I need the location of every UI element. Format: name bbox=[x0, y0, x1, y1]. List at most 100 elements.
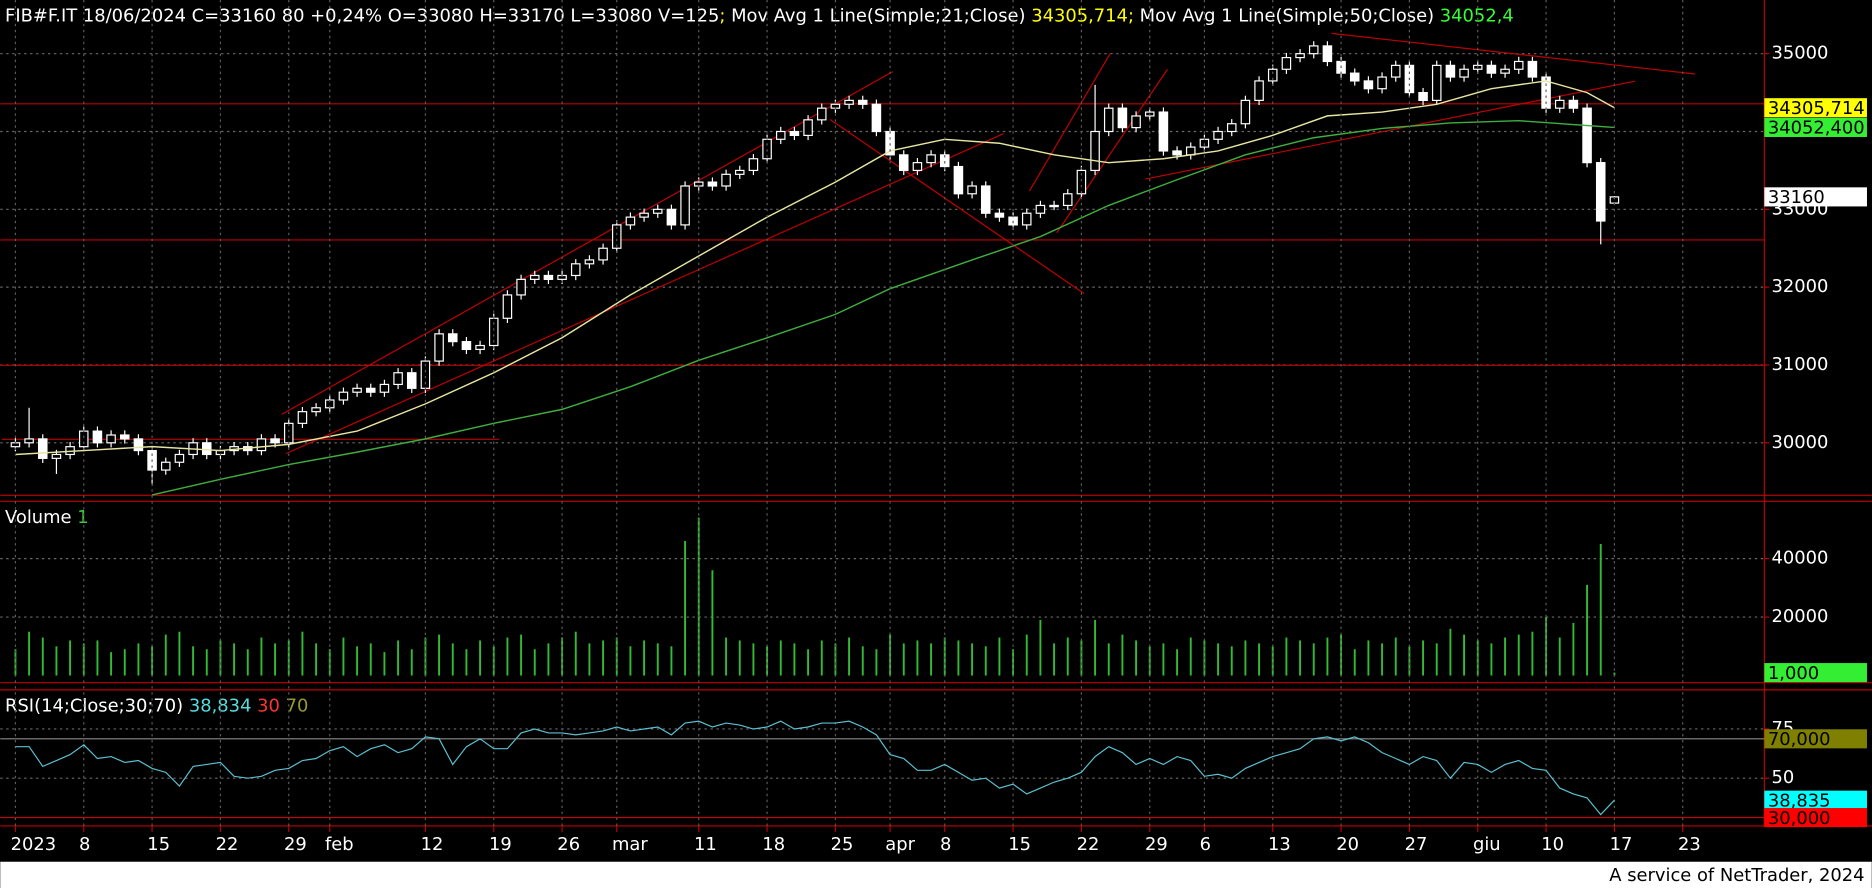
trend-line bbox=[829, 118, 1085, 295]
value-marker bbox=[1764, 790, 1867, 810]
panel-title: RSI(14;Close;30;70) 38,834 30 70 bbox=[5, 696, 308, 717]
x-tick-label: giu bbox=[1473, 834, 1501, 855]
value-marker bbox=[1764, 187, 1867, 207]
candle-body bbox=[898, 154, 909, 172]
x-tick-label: 20 bbox=[1336, 834, 1359, 855]
title-part: Mov Avg 1 Line(Simple;21;Close) bbox=[725, 6, 1031, 27]
candle-body bbox=[912, 162, 923, 172]
trend-line bbox=[1056, 68, 1169, 234]
x-tick-label: 25 bbox=[831, 834, 854, 855]
candle-body bbox=[297, 411, 308, 424]
candle-body bbox=[680, 185, 690, 226]
candle-body bbox=[1185, 146, 1196, 156]
candle-body bbox=[1199, 138, 1210, 148]
candle-body bbox=[1418, 92, 1428, 101]
candle-body bbox=[160, 461, 171, 471]
candle-body bbox=[871, 103, 882, 133]
candle-body bbox=[734, 169, 745, 175]
candle-body bbox=[338, 391, 349, 401]
rsi-line bbox=[15, 720, 1615, 816]
trend-line bbox=[1331, 32, 1696, 75]
title-part: 38,834 bbox=[189, 696, 257, 717]
y-tick-label: 20000 bbox=[1771, 606, 1828, 627]
candle-body bbox=[994, 212, 1005, 218]
candle-body bbox=[1377, 76, 1387, 90]
y-tick-label: 50 bbox=[1771, 767, 1794, 788]
candle-body bbox=[1035, 204, 1046, 214]
x-tick-label: 29 bbox=[1145, 834, 1168, 855]
x-tick-label: 29 bbox=[284, 834, 307, 855]
candle-body bbox=[78, 430, 89, 448]
candle-body bbox=[666, 208, 677, 226]
trend-line bbox=[285, 133, 1004, 455]
candle-body bbox=[119, 434, 130, 440]
candle-body bbox=[1103, 107, 1114, 133]
candle-body bbox=[1213, 130, 1223, 140]
candle-body bbox=[980, 185, 991, 214]
y-tick-label: 40000 bbox=[1771, 548, 1828, 569]
y-tick-label: 30000 bbox=[1771, 432, 1828, 453]
candle-body bbox=[270, 438, 280, 444]
candle-body bbox=[707, 181, 718, 187]
x-tick-label: 22 bbox=[1077, 834, 1100, 855]
candle-body bbox=[598, 247, 608, 261]
candle-body bbox=[789, 130, 800, 137]
y-tick-label: 32000 bbox=[1771, 276, 1828, 297]
value-marker-label: 38,835 bbox=[1768, 790, 1831, 811]
title-part: 1 bbox=[77, 507, 88, 528]
candle-body bbox=[1582, 107, 1592, 164]
title-part: 30 bbox=[257, 696, 285, 717]
candle-body bbox=[1595, 162, 1606, 222]
x-tick-label: 11 bbox=[694, 834, 717, 855]
moving-average bbox=[151, 119, 1615, 496]
candle-body bbox=[939, 154, 950, 168]
candle-body bbox=[475, 344, 485, 351]
candle-body bbox=[106, 434, 116, 444]
candle-body bbox=[1131, 115, 1141, 129]
x-tick-label: 15 bbox=[1008, 834, 1031, 855]
candle-body bbox=[1076, 169, 1087, 195]
candle-body bbox=[1527, 60, 1538, 78]
trend-line bbox=[281, 71, 894, 415]
x-tick-label: 22 bbox=[216, 834, 239, 855]
title-part: 34305,714 bbox=[1031, 6, 1128, 27]
candle-body bbox=[516, 278, 526, 296]
candle-body bbox=[37, 438, 48, 459]
candle-body bbox=[24, 438, 34, 444]
candle-body bbox=[461, 341, 472, 351]
candle-body bbox=[1267, 68, 1278, 82]
candle-body bbox=[1431, 64, 1442, 101]
candle-body bbox=[311, 407, 321, 413]
candle-body bbox=[652, 208, 663, 214]
candle-body bbox=[256, 438, 267, 452]
x-tick-label: 17 bbox=[1610, 834, 1633, 855]
candle-body bbox=[611, 224, 622, 249]
candle-body bbox=[1049, 204, 1059, 208]
candle-body bbox=[1486, 64, 1497, 74]
candle-body bbox=[283, 422, 294, 444]
x-tick-label: 8 bbox=[79, 834, 90, 855]
candle-body bbox=[721, 173, 731, 187]
x-tick-label: feb bbox=[325, 834, 354, 855]
candle-body bbox=[529, 274, 540, 280]
value-marker-label: 30,000 bbox=[1768, 808, 1831, 829]
value-marker bbox=[1764, 98, 1867, 118]
candle-body bbox=[1117, 107, 1128, 129]
candle-body bbox=[1158, 111, 1169, 152]
title-part: 70 bbox=[286, 696, 309, 717]
candle-body bbox=[92, 430, 103, 444]
candle-body bbox=[502, 294, 513, 319]
value-marker-label: 34052,400 bbox=[1768, 118, 1865, 139]
candle-body bbox=[1281, 56, 1292, 70]
candle-body bbox=[1513, 60, 1524, 70]
title-part: 34052,4 bbox=[1440, 6, 1514, 27]
candle-body bbox=[639, 212, 649, 218]
candle-body bbox=[1254, 80, 1264, 101]
candle-body bbox=[857, 99, 868, 105]
value-marker-label: 70,000 bbox=[1768, 729, 1831, 750]
candle-body bbox=[174, 453, 185, 463]
candle-body bbox=[1500, 68, 1510, 74]
